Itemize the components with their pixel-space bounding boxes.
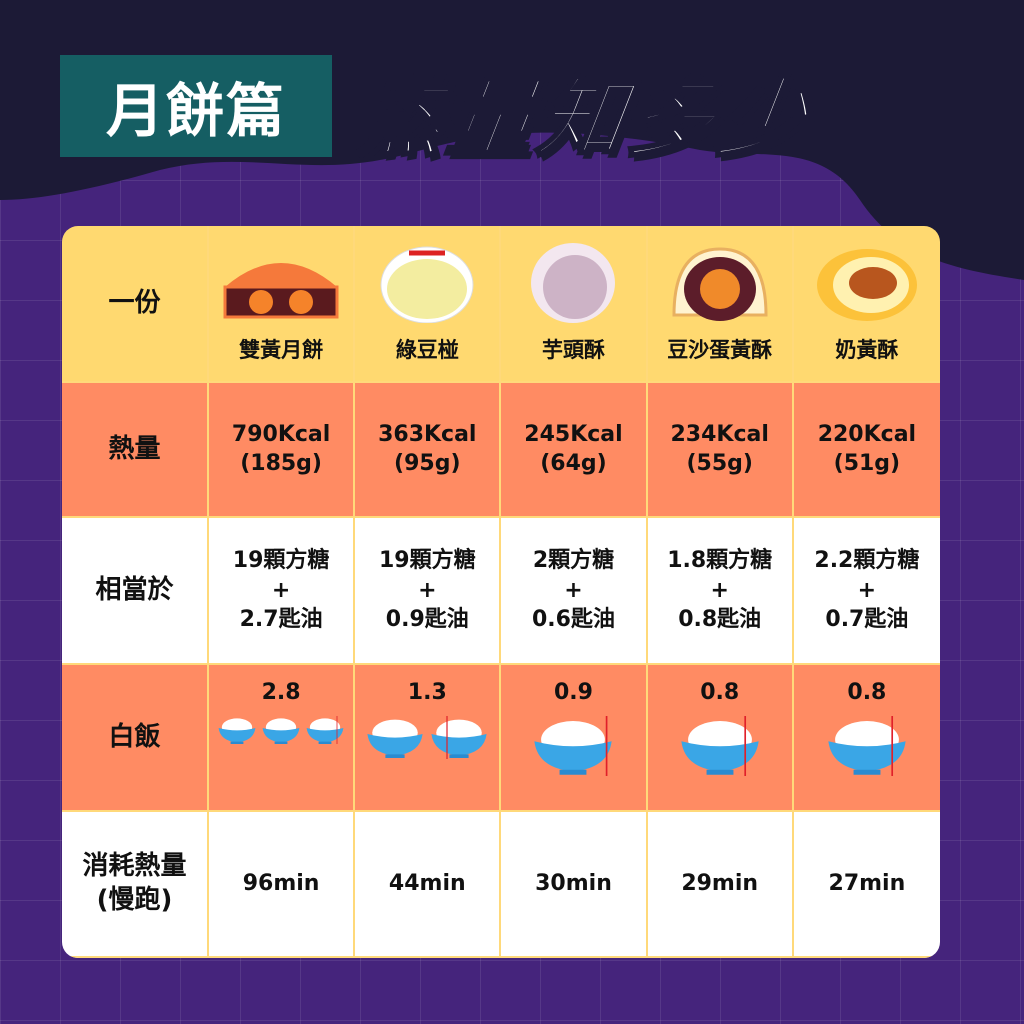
- weight-value: (51g): [833, 450, 901, 476]
- item-name: 芋頭酥: [541, 337, 605, 362]
- page-title: 熱量知多少: [350, 68, 817, 171]
- rice-value: 0.8: [700, 680, 740, 705]
- oil-value: 2.7匙油: [239, 607, 323, 633]
- plus-sign: +: [857, 577, 877, 603]
- burn-value: 30min: [535, 870, 612, 896]
- kcal-value: 220Kcal: [817, 421, 917, 447]
- plus-sign: +: [271, 577, 291, 603]
- equivalent-cell: 2.2顆方糖 +0.7匙油: [793, 518, 940, 665]
- rice-bowl-icon: [429, 715, 489, 768]
- plus-sign: +: [564, 577, 583, 603]
- item-header: 奶黃酥: [793, 226, 940, 383]
- burn-value: 29min: [681, 870, 759, 896]
- row-label-calories: 熱量: [62, 383, 209, 518]
- burn-value: 96min: [242, 870, 320, 896]
- burn-value: 27min: [828, 870, 906, 896]
- oil-value: 0.6匙油: [532, 607, 615, 633]
- rice-bowl-icon: [217, 716, 257, 753]
- sugar-value: 1.8顆方糖: [667, 547, 773, 573]
- burn-cell: 30min: [501, 812, 648, 958]
- weight-value: (95g): [394, 450, 461, 476]
- red-bean-yolk-pastry-icon: [660, 243, 780, 323]
- row-label-burn: 消耗熱量 (慢跑): [62, 812, 209, 958]
- item-header: 雙黃月餅: [209, 226, 356, 383]
- kcal-value: 790Kcal: [231, 421, 331, 447]
- rice-bowl-icon: [305, 715, 345, 753]
- mung-bean-pastry-icon: [367, 243, 487, 324]
- rice-bowls: [825, 715, 909, 785]
- row-label-rice: 白飯: [62, 665, 209, 812]
- item-header: 芋頭酥: [501, 226, 648, 383]
- calories-cell: 363Kcal (95g): [355, 383, 502, 518]
- double-yolk-mooncake-icon: [221, 243, 341, 323]
- equivalent-cell: 1.8顆方糖 +0.8匙油: [647, 518, 794, 665]
- rice-cell: 0.9: [501, 665, 648, 812]
- burn-cell: 27min: [793, 812, 940, 958]
- oil-value: 0.9匙油: [385, 607, 469, 633]
- item-name: 雙黃月餅: [239, 337, 324, 362]
- weight-value: (185g): [240, 450, 322, 476]
- rice-bowls: [531, 715, 615, 785]
- rice-value: 1.3: [407, 680, 447, 705]
- oil-value: 0.7匙油: [825, 607, 909, 633]
- kcal-value: 363Kcal: [378, 421, 477, 447]
- calorie-table: 一份雙黃月餅 綠豆椪 芋頭酥 豆沙蛋黃酥 奶黃酥熱量 790Kcal (185g) 363Kc…: [62, 226, 940, 958]
- item-name: 奶黃酥: [835, 337, 899, 362]
- sugar-value: 19顆方糖: [378, 547, 476, 573]
- equivalent-cell: 19顆方糖 +0.9匙油: [355, 518, 502, 665]
- item-header: 綠豆椪: [355, 226, 502, 383]
- rice-bowl-icon: [261, 716, 301, 753]
- kcal-value: 234Kcal: [670, 421, 769, 447]
- row-label-portion: 一份: [62, 226, 209, 383]
- rice-bowls: [678, 715, 762, 785]
- equivalent-cell: 19顆方糖 +2.7匙油: [209, 518, 356, 665]
- header-badge: 月餅篇: [60, 55, 332, 157]
- rice-value: 0.9: [554, 680, 593, 705]
- rice-value: 0.8: [847, 680, 887, 705]
- rice-value: 2.8: [261, 680, 301, 705]
- weight-value: (64g): [540, 450, 607, 476]
- weight-value: (55g): [686, 450, 753, 476]
- burn-cell: 29min: [647, 812, 794, 958]
- burn-value: 44min: [388, 870, 466, 896]
- calories-cell: 220Kcal (51g): [793, 383, 940, 518]
- rice-cell: 0.8: [647, 665, 794, 812]
- plus-sign: +: [418, 577, 437, 603]
- calories-cell: 234Kcal (55g): [647, 383, 794, 518]
- taro-pastry-icon: [513, 242, 633, 323]
- sugar-value: 2.2顆方糖: [814, 547, 920, 573]
- row-label-equivalent: 相當於: [62, 518, 209, 665]
- rice-bowls: [365, 715, 489, 768]
- sugar-value: 19顆方糖: [232, 547, 330, 573]
- sugar-value: 2顆方糖: [532, 547, 615, 573]
- burn-cell: 96min: [209, 812, 356, 958]
- calories-cell: 245Kcal (64g): [501, 383, 648, 518]
- item-name: 綠豆椪: [395, 337, 459, 362]
- equivalent-cell: 2顆方糖 +0.6匙油: [501, 518, 648, 665]
- rice-bowl-icon: [531, 715, 615, 785]
- kcal-value: 245Kcal: [524, 421, 623, 447]
- rice-cell: 2.8: [209, 665, 356, 812]
- calories-cell: 790Kcal (185g): [209, 383, 356, 518]
- plus-sign: +: [710, 577, 729, 603]
- rice-cell: 0.8: [793, 665, 940, 812]
- rice-bowls: [217, 715, 345, 753]
- rice-bowl-icon: [825, 715, 909, 785]
- item-name: 豆沙蛋黃酥: [667, 337, 773, 362]
- oil-value: 0.8匙油: [678, 607, 762, 633]
- burn-cell: 44min: [355, 812, 502, 958]
- rice-bowl-icon: [365, 716, 425, 768]
- custard-pastry-icon: [807, 243, 927, 323]
- rice-bowl-icon: [678, 715, 762, 785]
- item-header: 豆沙蛋黃酥: [647, 226, 794, 383]
- rice-cell: 1.3: [355, 665, 502, 812]
